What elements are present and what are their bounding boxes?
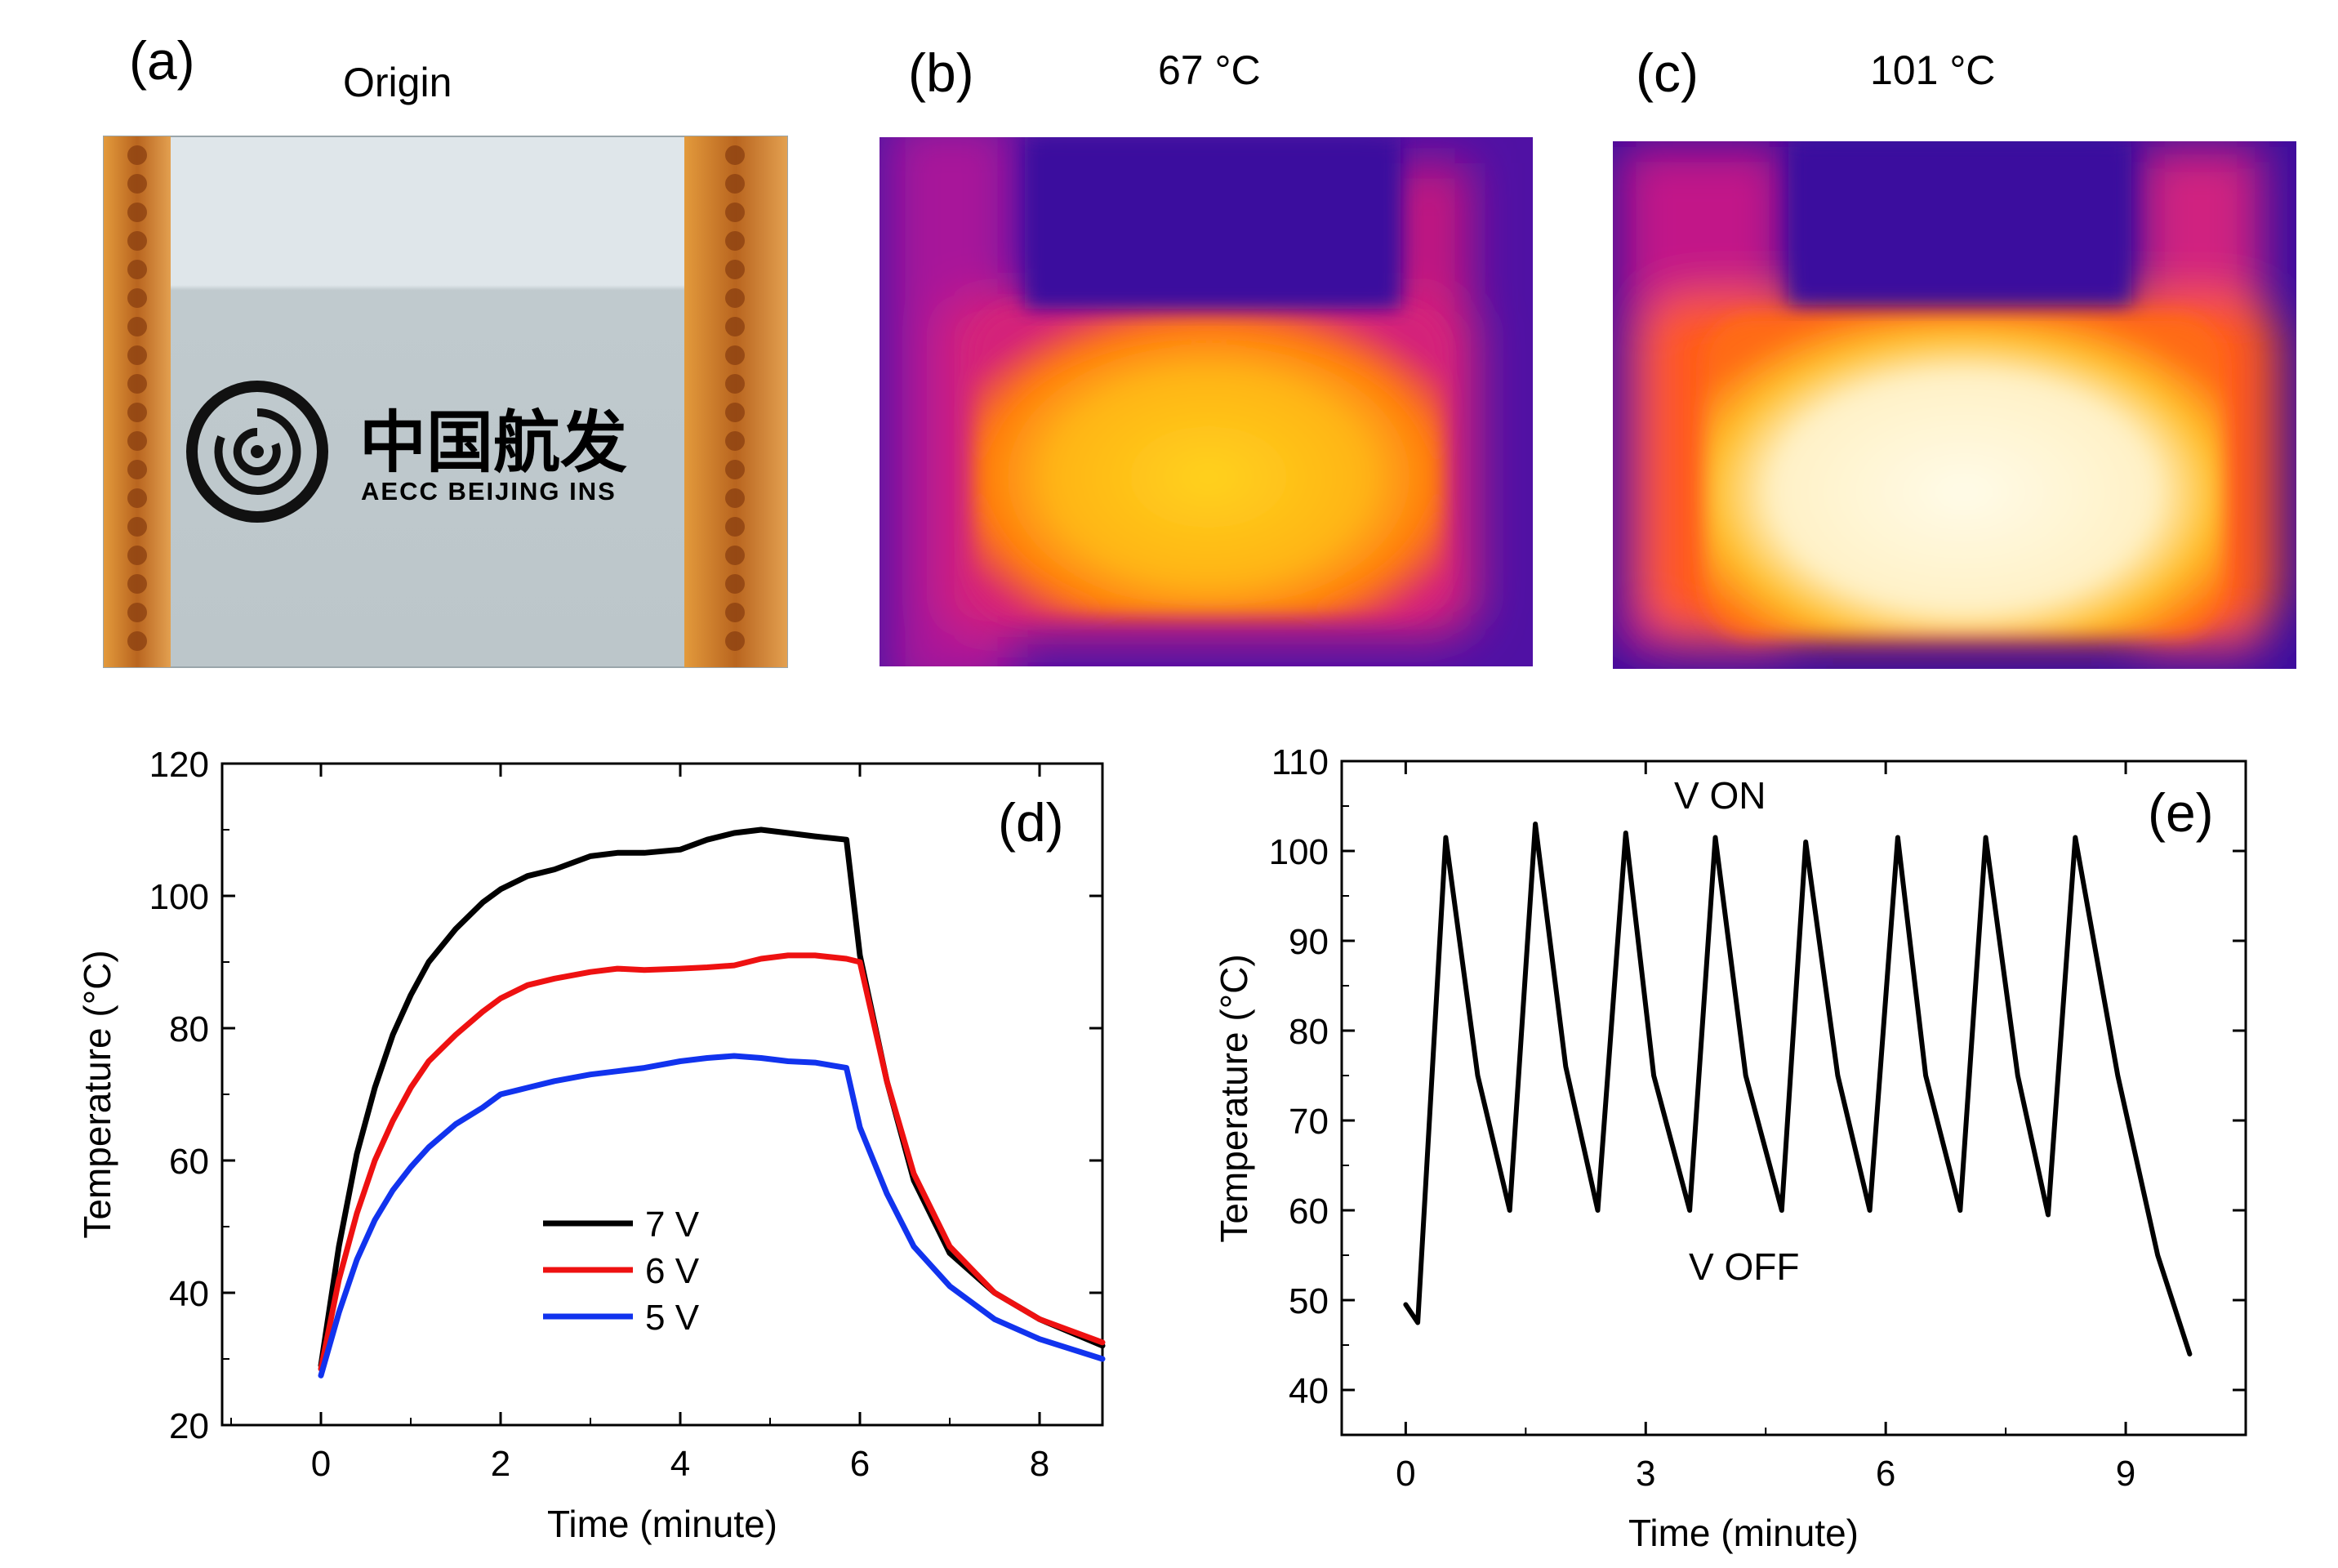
thermal-image-67c xyxy=(880,137,1533,666)
x-tick-label: 6 xyxy=(850,1444,870,1484)
chart-d-series xyxy=(318,826,1106,1379)
chart-e-xlabel: Time (minute) xyxy=(1628,1512,1859,1554)
logo-english-text: AECC BEIJING INS xyxy=(361,477,617,506)
chart-e-series xyxy=(1403,822,2193,1356)
y-tick-label: 50 xyxy=(1289,1281,1329,1321)
chart-e-plot-area xyxy=(1340,760,2247,1437)
y-tick-label: 120 xyxy=(149,745,209,785)
logo-chinese-text: 中国航发 xyxy=(359,406,627,480)
series-line-cycling xyxy=(1403,822,2193,1356)
tape-hole xyxy=(127,546,147,565)
tape-hole xyxy=(725,403,745,422)
tape-hole xyxy=(127,203,147,222)
tape-hole xyxy=(127,317,147,336)
chart-e-panel-label: (e) xyxy=(2148,782,2214,843)
chart-d-legend: 7 V 6 V 5 V xyxy=(543,1205,700,1338)
x-tick-label: 0 xyxy=(1396,1454,1415,1494)
tape-hole xyxy=(127,431,147,451)
tape-hole xyxy=(725,260,745,279)
tape-hole xyxy=(127,345,147,365)
tape-hole xyxy=(725,631,745,651)
tape-hole xyxy=(127,517,147,537)
tape-hole xyxy=(725,603,745,622)
aecc-logo xyxy=(186,381,328,523)
tape-hole xyxy=(725,203,745,222)
tape-hole xyxy=(725,374,745,394)
tape-hole xyxy=(127,403,147,422)
x-tick-label: 9 xyxy=(2116,1454,2135,1494)
series-line-5v xyxy=(318,1053,1106,1379)
annotation-v-off: V OFF xyxy=(1689,1245,1799,1288)
tape-hole xyxy=(725,488,745,508)
tape-hole xyxy=(127,231,147,251)
tape-hole xyxy=(725,145,745,165)
tape-hole xyxy=(725,231,745,251)
tape-hole xyxy=(725,574,745,594)
chart-d-panel-label: (d) xyxy=(998,792,1064,853)
tape-hole xyxy=(127,174,147,194)
panel-a: (a) Origin 中国航发 AECC BEIJING INS xyxy=(103,30,788,668)
tape-hole xyxy=(127,460,147,479)
y-tick-label: 20 xyxy=(169,1406,209,1446)
tape-hole xyxy=(127,374,147,394)
chart-e-ticks: 40 50 60 70 80 90 100 110 0 3 6 9 xyxy=(1269,742,2246,1494)
tape-hole xyxy=(725,345,745,365)
y-tick-label: 110 xyxy=(1271,742,1329,782)
x-tick-label: 8 xyxy=(1030,1444,1049,1484)
tape-hole xyxy=(127,145,147,165)
legend-label: 6 V xyxy=(645,1251,700,1291)
y-tick-label: 40 xyxy=(169,1274,209,1314)
right-tape-holes xyxy=(725,145,745,651)
panel-c: (c) 101 °C xyxy=(1613,42,2296,669)
tape-hole xyxy=(127,603,147,622)
y-tick-label: 60 xyxy=(169,1142,209,1182)
y-tick-label: 90 xyxy=(1289,922,1329,962)
x-tick-label: 3 xyxy=(1636,1454,1655,1494)
tape-hole xyxy=(127,288,147,308)
legend-label: 7 V xyxy=(645,1205,700,1245)
x-tick-label: 2 xyxy=(491,1444,510,1484)
thermal-image-101c xyxy=(1613,141,2296,669)
x-tick-label: 4 xyxy=(670,1444,690,1484)
y-tick-label: 70 xyxy=(1289,1102,1329,1142)
y-tick-label: 80 xyxy=(169,1009,209,1049)
tape-hole xyxy=(725,431,745,451)
y-tick-label: 80 xyxy=(1289,1012,1329,1052)
tape-hole xyxy=(725,288,745,308)
tape-hole xyxy=(127,488,147,508)
y-tick-label: 100 xyxy=(1269,832,1329,872)
y-tick-label: 60 xyxy=(1289,1192,1329,1232)
tape-hole xyxy=(127,574,147,594)
tape-hole xyxy=(127,260,147,279)
x-tick-label: 0 xyxy=(311,1444,331,1484)
tape-hole xyxy=(725,317,745,336)
chart-d-xlabel: Time (minute) xyxy=(547,1503,777,1545)
legend-label: 5 V xyxy=(645,1298,700,1338)
y-tick-label: 40 xyxy=(1289,1371,1329,1411)
chart-d: 20 40 60 80 100 120 0 2 4 6 8 (d) Time (minute) Te… xyxy=(76,745,1106,1545)
left-tape-holes xyxy=(127,145,147,651)
panel-b: (b) 67 °C xyxy=(880,42,1533,666)
tape-hole xyxy=(127,631,147,651)
x-tick-label: 6 xyxy=(1876,1454,1895,1494)
panel-c-caption: 101 °C xyxy=(1870,47,1995,93)
panel-b-label: (b) xyxy=(908,42,974,103)
panel-c-label: (c) xyxy=(1636,42,1699,103)
chart-d-ticks: 20 40 60 80 100 120 0 2 4 6 8 xyxy=(149,745,1102,1484)
y-tick-label: 100 xyxy=(149,877,209,917)
chart-e: 40 50 60 70 80 90 100 110 0 3 6 9 (e) V ON V OFF Ti… xyxy=(1213,742,2247,1554)
chart-d-ylabel: Temperature (°C) xyxy=(76,950,118,1238)
series-line-6v xyxy=(318,952,1106,1372)
tape-hole xyxy=(725,517,745,537)
annotation-v-on: V ON xyxy=(1674,774,1766,817)
panel-a-caption: Origin xyxy=(343,60,452,105)
tape-hole xyxy=(725,546,745,565)
tape-hole xyxy=(725,174,745,194)
chart-e-ylabel: Temperature (°C) xyxy=(1213,954,1255,1242)
panel-a-label: (a) xyxy=(129,30,195,91)
sample-photo: 中国航发 AECC BEIJING INS xyxy=(103,136,788,668)
panel-b-caption: 67 °C xyxy=(1158,47,1261,93)
tape-hole xyxy=(725,460,745,479)
